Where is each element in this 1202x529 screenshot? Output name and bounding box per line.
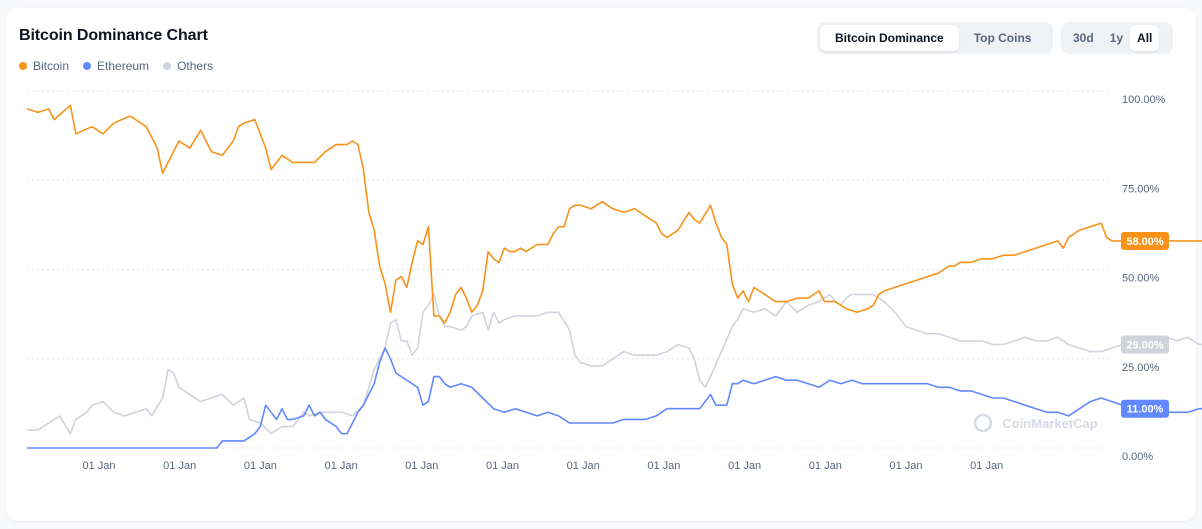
x-tick-label: 01 Jan xyxy=(405,460,438,472)
x-tick-label: 01 Jan xyxy=(325,460,358,472)
x-tick-label: 01 Jan xyxy=(970,460,1003,472)
legend-item-bitcoin[interactable]: Bitcoin xyxy=(19,59,69,73)
chart-legend: Bitcoin Ethereum Others xyxy=(19,59,213,73)
x-tick-label: 01 Jan xyxy=(244,460,277,472)
y-tick-label: 50.00% xyxy=(1122,273,1160,285)
time-range-toggle: 30d 1y All xyxy=(1061,22,1173,54)
bitcoin-value-badge-text: 58.00% xyxy=(1126,236,1164,248)
legend-dot-others xyxy=(163,62,172,70)
x-tick-label: 01 Jan xyxy=(809,460,842,472)
chart-type-toggle: Bitcoin Dominance Top Coins xyxy=(817,22,1053,54)
series-lines xyxy=(26,104,1202,449)
bitcoin-value-badge xyxy=(1121,231,1169,250)
bitcoin-series-line xyxy=(26,104,1202,324)
legend-label-others: Others xyxy=(177,59,214,73)
x-tick-label: 01 Jan xyxy=(82,460,115,472)
legend-dot-bitcoin xyxy=(19,62,27,70)
x-axis: 01 Jan 01 Jan 01 Jan 01 Jan 01 Jan 01 Jan 01 J… xyxy=(82,460,1003,472)
legend-item-ethereum[interactable]: Ethereum xyxy=(83,59,149,73)
range-1y-button[interactable]: 1y xyxy=(1109,31,1124,45)
x-tick-label: 01 Jan xyxy=(567,460,600,472)
ethereum-value-badge-text: 11.00% xyxy=(1127,404,1164,416)
x-tick-label: 01 Jan xyxy=(728,460,761,472)
bitcoin-dominance-tab[interactable]: Bitcoin Dominance xyxy=(820,25,959,51)
range-all-button[interactable]: All xyxy=(1130,25,1160,51)
chart-card xyxy=(6,8,1196,521)
legend-dot-ethereum xyxy=(83,62,92,70)
chart-title: Bitcoin Dominance Chart xyxy=(19,27,208,44)
y-axis: 100.00% 75.00% 50.00% 25.00% 0.00% xyxy=(1122,94,1166,463)
x-tick-label: 01 Jan xyxy=(647,460,680,472)
others-series-line xyxy=(27,293,1202,435)
ethereum-series-line xyxy=(27,347,1202,449)
y-tick-label: 100.00% xyxy=(1122,94,1166,106)
legend-label-ethereum: Ethereum xyxy=(97,59,150,73)
others-value-badge xyxy=(1121,335,1169,354)
top-coins-tab[interactable]: Top Coins xyxy=(973,31,1032,45)
y-tick-label: 25.00% xyxy=(1122,362,1160,374)
range-30d-button[interactable]: 30d xyxy=(1073,31,1094,45)
ethereum-value-badge xyxy=(1121,399,1169,418)
y-tick-label: 75.00% xyxy=(1122,183,1160,195)
value-badges: 58.00% 11.00% 29.00% xyxy=(1121,231,1169,418)
watermark-text: CoinMarketCap xyxy=(1002,416,1097,431)
y-tick-label: 0.00% xyxy=(1122,451,1153,463)
x-tick-label: 01 Jan xyxy=(889,460,922,472)
x-tick-label: 01 Jan xyxy=(163,460,196,472)
legend-item-others[interactable]: Others xyxy=(163,59,213,73)
others-value-badge-text: 29.00% xyxy=(1126,339,1164,351)
coinmarketcap-logo-icon xyxy=(973,413,993,433)
legend-label-bitcoin: Bitcoin xyxy=(33,59,70,73)
x-tick-label: 01 Jan xyxy=(486,460,519,472)
